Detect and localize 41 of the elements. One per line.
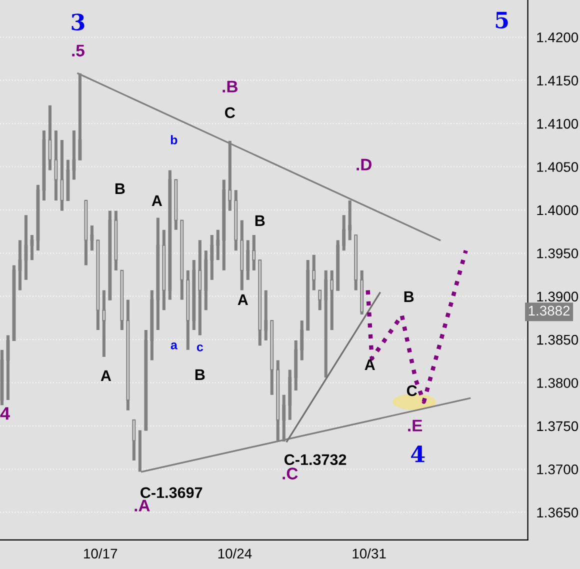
y-tick-label: 1.4050 <box>537 162 578 172</box>
annotation: 5 <box>496 12 508 28</box>
y-tick-label: 1.3850 <box>537 334 578 345</box>
annotation: 4 <box>0 407 10 420</box>
y-tick-label: 1.3900 <box>537 292 578 302</box>
annotation: C <box>225 107 236 118</box>
annotation: A <box>100 370 112 381</box>
annotation: A <box>152 195 162 206</box>
y-tick-label: 1.4100 <box>537 118 578 129</box>
y-tick-label: 1.4200 <box>537 32 578 42</box>
annotation: a <box>170 342 178 350</box>
annotation: 3 <box>72 14 84 30</box>
annotation: C <box>406 385 417 396</box>
y-tick-label: 1.4000 <box>537 205 578 216</box>
annotation: .B <box>222 80 238 92</box>
x-tick-label: 10/31 <box>352 548 386 559</box>
annotation: A <box>238 294 248 305</box>
annotation: .5 <box>72 44 84 56</box>
annotation: .C <box>282 468 298 480</box>
annotation: b <box>170 135 178 144</box>
annotation: .A <box>134 500 150 512</box>
annotation: B <box>115 183 125 194</box>
y-tick-label: 1.3800 <box>537 378 578 388</box>
text: 1.3882 <box>528 306 570 316</box>
annotation: B <box>404 291 414 302</box>
annotation: B <box>255 215 265 226</box>
annotation: .E <box>408 420 422 432</box>
annotation: .D <box>356 158 372 170</box>
annotation: c <box>196 344 204 352</box>
annotation: B <box>195 369 205 380</box>
annotation: A <box>364 359 375 370</box>
x-tick-label: 10/24 <box>218 548 252 559</box>
y-tick-label: 1.3700 <box>537 464 578 474</box>
y-tick-label: 1.3750 <box>537 421 578 432</box>
annotation: C-1.3732 <box>284 454 346 466</box>
annotation: C-1.3697 <box>140 487 202 498</box>
x-tick-label: 10/17 <box>84 548 118 559</box>
y-tick-label: 1.4150 <box>537 76 578 86</box>
y-tick-label: 1.3650 <box>537 508 578 518</box>
annotation: 4 <box>411 446 425 462</box>
y-tick-label: 1.3950 <box>537 248 578 258</box>
